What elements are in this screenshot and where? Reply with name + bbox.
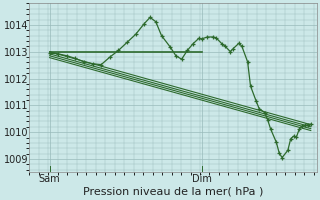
X-axis label: Pression niveau de la mer( hPa ): Pression niveau de la mer( hPa ) [83, 187, 263, 197]
